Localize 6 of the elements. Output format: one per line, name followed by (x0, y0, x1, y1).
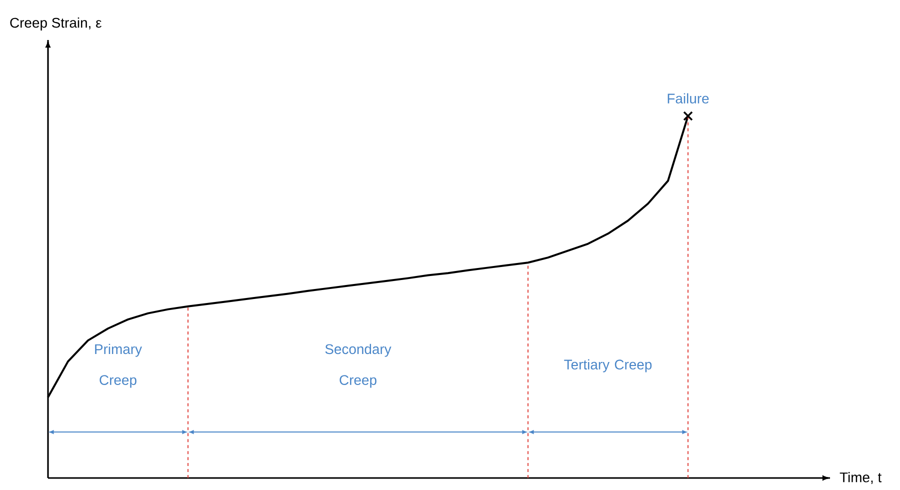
text: Time, t (840, 472, 882, 484)
text: Primary Creep (95, 344, 142, 388)
text: Secondary Creep (325, 344, 392, 388)
text: Failure (668, 93, 709, 104)
annotation: Tertiary Creep (564, 359, 652, 372)
text: Creep Strain, ε (10, 17, 102, 30)
